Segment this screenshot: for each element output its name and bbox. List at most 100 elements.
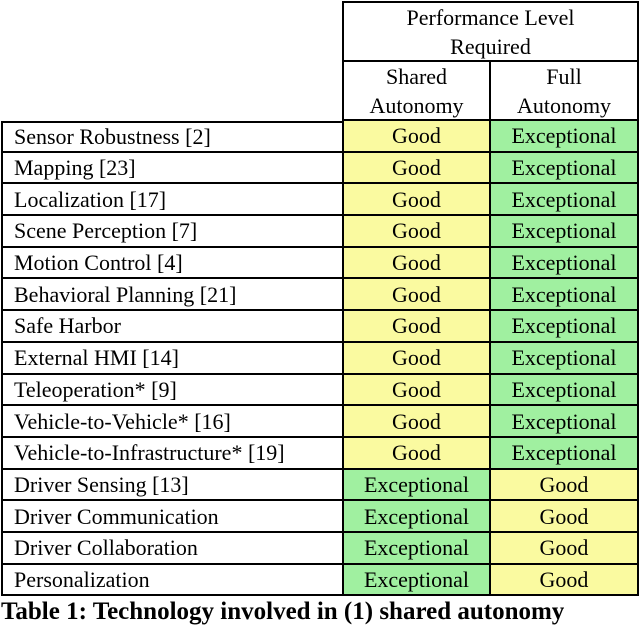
header-shared-line2: Autonomy: [369, 92, 464, 118]
tech-label: External HMI [14]: [14, 345, 179, 371]
full-autonomy-cell: Exceptional: [489, 342, 639, 375]
header-full-line2: Autonomy: [516, 92, 612, 118]
tech-label: Safe Harbor: [14, 313, 121, 339]
shared-autonomy-cell: Exceptional: [342, 532, 489, 565]
full-autonomy-cell: Exceptional: [489, 406, 639, 438]
full-autonomy-value: Exceptional: [511, 345, 617, 371]
full-autonomy-cell: Exceptional: [489, 437, 639, 470]
tech-label-cell: External HMI [14]: [1, 342, 342, 375]
shared-autonomy-value: Good: [392, 123, 441, 149]
empty-corner: [1, 1, 342, 121]
full-autonomy-value: Good: [539, 535, 589, 561]
shared-autonomy-cell: Good: [342, 184, 489, 217]
shared-autonomy-cell: Good: [342, 406, 489, 438]
tech-label-cell: Localization [17]: [1, 184, 342, 217]
shared-autonomy-value: Good: [392, 345, 441, 371]
shared-autonomy-value: Good: [392, 218, 441, 244]
tech-label: Mapping [23]: [14, 155, 136, 181]
tech-label-cell: Behavioral Planning [21]: [1, 279, 342, 312]
tech-label-cell: Mapping [23]: [1, 152, 342, 185]
tech-label: Motion Control [4]: [14, 250, 183, 276]
shared-autonomy-value: Good: [392, 250, 441, 276]
full-autonomy-value: Exceptional: [511, 313, 617, 339]
shared-autonomy-cell: Exceptional: [342, 501, 489, 533]
full-autonomy-cell: Exceptional: [489, 279, 639, 312]
shared-autonomy-cell: Good: [342, 342, 489, 375]
full-autonomy-cell: Exceptional: [489, 121, 639, 153]
tech-label: Driver Sensing [13]: [14, 471, 189, 497]
tech-label: Localization [17]: [14, 186, 167, 212]
tech-label-cell: Teleoperation* [9]: [1, 374, 342, 407]
full-autonomy-value: Exceptional: [511, 250, 617, 276]
shared-autonomy-value: Exceptional: [363, 471, 470, 497]
shared-autonomy-value: Good: [392, 313, 441, 339]
tech-label-cell: Safe Harbor: [1, 311, 342, 343]
shared-autonomy-cell: Good: [342, 279, 489, 312]
tech-label-cell: Driver Sensing [13]: [1, 469, 342, 502]
tech-label: Driver Collaboration: [14, 535, 198, 561]
table-caption: Table 1: Technology involved in (1) shar…: [1, 598, 565, 625]
shared-autonomy-value: Good: [392, 281, 441, 307]
shared-autonomy-cell: Good: [342, 152, 489, 185]
full-autonomy-value: Exceptional: [511, 218, 617, 244]
shared-autonomy-value: Good: [392, 186, 441, 212]
tech-label: Vehicle-to-Vehicle* [16]: [14, 408, 231, 434]
tech-label: Behavioral Planning [21]: [14, 281, 237, 307]
shared-autonomy-value: Exceptional: [363, 535, 470, 561]
tech-label-cell: Vehicle-to-Vehicle* [16]: [1, 406, 342, 438]
full-autonomy-value: Exceptional: [511, 440, 617, 466]
shared-autonomy-cell: Good: [342, 311, 489, 343]
tech-label-cell: Motion Control [4]: [1, 247, 342, 280]
full-autonomy-cell: Good: [489, 532, 639, 565]
header-shared-autonomy: Shared Autonomy: [342, 62, 489, 121]
shared-autonomy-cell: Exceptional: [342, 469, 489, 502]
tech-label: Sensor Robustness [2]: [14, 124, 211, 150]
shared-autonomy-cell: Good: [342, 437, 489, 470]
tech-label-cell: Personalization: [1, 564, 342, 597]
full-autonomy-value: Exceptional: [511, 155, 617, 181]
tech-label-cell: Driver Communication: [1, 501, 342, 533]
header-full-line1: Full: [546, 63, 582, 89]
full-autonomy-value: Exceptional: [511, 376, 617, 402]
technology-table: Performance Level Required Shared Autono…: [1, 1, 639, 597]
full-autonomy-value: Exceptional: [511, 123, 617, 149]
shared-autonomy-value: Good: [392, 376, 441, 402]
shared-autonomy-value: Good: [392, 155, 441, 181]
full-autonomy-cell: Good: [489, 564, 639, 597]
full-autonomy-cell: Exceptional: [489, 247, 639, 280]
shared-autonomy-value: Exceptional: [363, 503, 470, 529]
shared-autonomy-value: Good: [392, 408, 441, 434]
full-autonomy-value: Exceptional: [511, 186, 617, 212]
shared-autonomy-value: Exceptional: [363, 566, 470, 592]
header-full-autonomy: Full Autonomy: [489, 62, 639, 121]
full-autonomy-cell: Exceptional: [489, 216, 639, 248]
tech-label: Scene Perception [7]: [14, 218, 198, 244]
header-performance-line2: Required: [450, 33, 531, 59]
tech-label-cell: Driver Collaboration: [1, 532, 342, 565]
shared-autonomy-cell: Good: [342, 216, 489, 248]
full-autonomy-value: Exceptional: [511, 281, 617, 307]
header-shared-line1: Shared: [385, 63, 448, 89]
full-autonomy-value: Good: [539, 471, 589, 497]
header-performance-level: Performance Level Required: [342, 1, 639, 62]
full-autonomy-value: Good: [539, 503, 589, 529]
full-autonomy-cell: Exceptional: [489, 374, 639, 407]
shared-autonomy-cell: Good: [342, 374, 489, 407]
full-autonomy-cell: Exceptional: [489, 184, 639, 217]
full-autonomy-cell: Exceptional: [489, 152, 639, 185]
shared-autonomy-cell: Good: [342, 121, 489, 153]
tech-label: Driver Communication: [14, 503, 219, 529]
full-autonomy-cell: Good: [489, 501, 639, 533]
tech-label: Teleoperation* [9]: [14, 376, 177, 402]
tech-label-cell: Sensor Robustness [2]: [1, 121, 342, 153]
tech-label: Personalization: [14, 566, 150, 592]
shared-autonomy-value: Good: [392, 440, 441, 466]
header-performance-line1: Performance Level: [406, 4, 575, 30]
full-autonomy-value: Exceptional: [511, 408, 617, 434]
tech-label-cell: Vehicle-to-Infrastructure* [19]: [1, 437, 342, 470]
full-autonomy-value: Good: [539, 566, 589, 592]
tech-label-cell: Scene Perception [7]: [1, 216, 342, 248]
tech-label: Vehicle-to-Infrastructure* [19]: [14, 440, 285, 466]
full-autonomy-cell: Good: [489, 469, 639, 502]
